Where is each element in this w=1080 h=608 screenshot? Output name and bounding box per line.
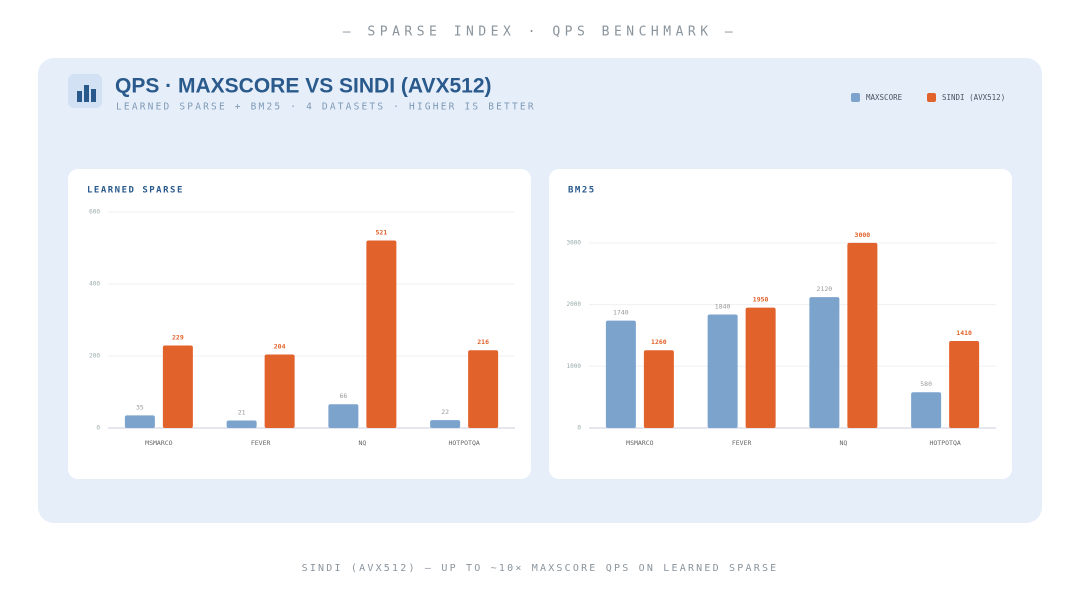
x-tick-label: MSMARCO (626, 439, 653, 447)
subtitle: LEARNED SPARSE + BM25 · 4 DATASETS · HIG… (116, 102, 536, 113)
kicker: — SPARSE INDEX · QPS BENCHMARK — (343, 25, 737, 40)
legend-swatch (851, 93, 860, 102)
title: QPS · MAXSCORE VS SINDI (AVX512) (115, 75, 492, 98)
x-tick-label: HOTPOTQA (929, 439, 960, 447)
y-tick-label: 600 (89, 209, 100, 216)
bar (847, 242, 878, 428)
chart-title: LEARNED SPARSE (87, 186, 184, 196)
value-label: 1950 (753, 296, 769, 304)
icon-bar (84, 85, 89, 102)
legend-label: SINDI (AVX512) (942, 93, 1005, 102)
bar (745, 307, 776, 428)
bar (264, 354, 295, 428)
value-label: 1840 (715, 302, 731, 310)
x-tick-label: NQ (358, 439, 366, 447)
value-label: 21 (238, 408, 246, 416)
bar (949, 340, 980, 428)
x-tick-label: NQ (839, 439, 847, 447)
value-label: 66 (339, 392, 347, 400)
y-tick-label: 200 (89, 353, 100, 360)
chart-title: BM25 (568, 186, 596, 196)
icon-bar (77, 91, 82, 102)
value-label: 216 (477, 338, 489, 346)
value-label: 1740 (613, 309, 629, 317)
value-label: 2120 (817, 285, 833, 293)
y-tick-label: 0 (96, 425, 100, 432)
value-label: 35 (136, 403, 144, 411)
y-tick-label: 3000 (567, 239, 582, 246)
y-tick-label: 400 (89, 281, 100, 288)
value-label: 3000 (855, 231, 871, 239)
bar (328, 404, 359, 428)
bar (809, 297, 840, 428)
y-tick-label: 1000 (567, 363, 582, 370)
value-label: 580 (920, 380, 932, 388)
bar (430, 420, 461, 428)
legend-swatch (927, 93, 936, 102)
y-tick-label: 0 (577, 425, 581, 432)
value-label: 521 (376, 228, 388, 236)
footer: SINDI (AVX512) — UP TO ~10× MAXSCORE QPS… (302, 563, 779, 574)
bar (162, 345, 193, 428)
x-tick-label: HOTPOTQA (448, 439, 479, 447)
bar (468, 350, 499, 428)
value-label: 22 (441, 408, 449, 416)
bar (366, 240, 397, 428)
bar (124, 415, 155, 428)
x-tick-label: FEVER (732, 439, 752, 447)
bar (643, 350, 674, 428)
legend-label: MAXSCORE (866, 93, 903, 102)
value-label: 229 (172, 334, 184, 342)
bar (911, 392, 942, 428)
value-label: 1410 (956, 329, 972, 337)
y-tick-label: 2000 (567, 301, 582, 308)
x-tick-label: FEVER (251, 439, 271, 447)
bar (226, 420, 257, 428)
bar (707, 314, 738, 428)
bar (605, 320, 636, 428)
icon-bar (91, 89, 96, 102)
card (68, 169, 531, 479)
x-tick-label: MSMARCO (145, 439, 172, 447)
value-label: 204 (274, 343, 286, 351)
value-label: 1260 (651, 338, 667, 346)
